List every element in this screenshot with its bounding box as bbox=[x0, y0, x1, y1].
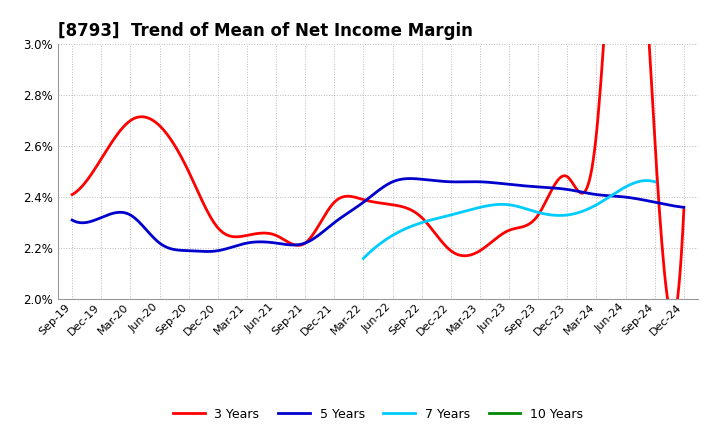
7 Years bbox=[644, 178, 652, 183]
Line: 5 Years: 5 Years bbox=[72, 179, 684, 252]
5 Years bbox=[400, 176, 409, 181]
5 Years bbox=[667, 203, 676, 208]
3 Years bbox=[668, 315, 677, 320]
7 Years bbox=[642, 178, 651, 183]
7 Years bbox=[650, 179, 659, 184]
7 Years bbox=[359, 256, 368, 261]
7 Years bbox=[499, 202, 508, 207]
7 Years bbox=[533, 209, 541, 215]
5 Years bbox=[359, 199, 368, 205]
3 Years bbox=[399, 204, 408, 209]
3 Years bbox=[680, 207, 688, 213]
5 Years bbox=[434, 178, 443, 183]
7 Years bbox=[498, 202, 506, 207]
5 Years bbox=[203, 249, 212, 254]
5 Years bbox=[68, 217, 76, 223]
Line: 3 Years: 3 Years bbox=[72, 0, 684, 317]
3 Years bbox=[68, 192, 76, 197]
3 Years bbox=[359, 197, 367, 202]
Text: [8793]  Trend of Mean of Net Income Margin: [8793] Trend of Mean of Net Income Margi… bbox=[58, 22, 472, 40]
5 Years bbox=[680, 205, 688, 210]
7 Years bbox=[517, 205, 526, 210]
7 Years bbox=[598, 199, 606, 204]
3 Years bbox=[570, 182, 578, 187]
5 Years bbox=[572, 188, 580, 194]
5 Years bbox=[364, 196, 372, 202]
Line: 7 Years: 7 Years bbox=[364, 180, 654, 258]
3 Years bbox=[666, 311, 675, 316]
3 Years bbox=[362, 198, 371, 203]
Legend: 3 Years, 5 Years, 7 Years, 10 Years: 3 Years, 5 Years, 7 Years, 10 Years bbox=[168, 403, 588, 425]
3 Years bbox=[432, 232, 441, 238]
5 Years bbox=[406, 176, 415, 181]
